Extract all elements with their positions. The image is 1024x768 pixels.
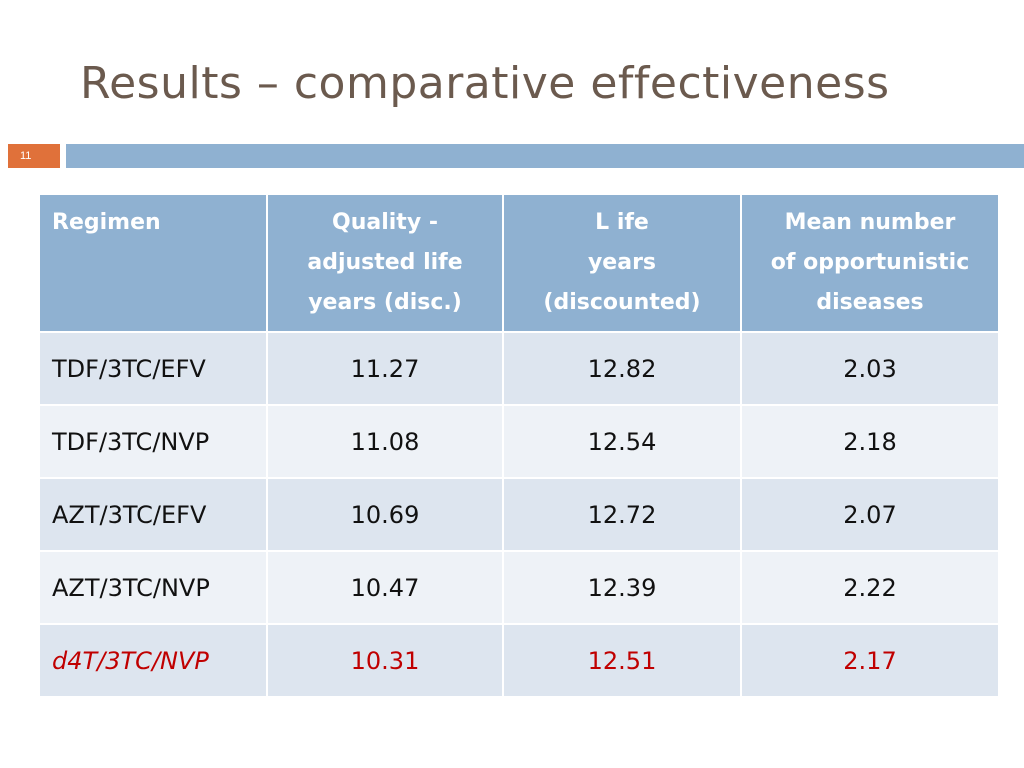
table-row: TDF/3TC/EFV 11.27 12.82 2.03	[38, 331, 1000, 406]
results-table: Regimen Quality - adjusted life years (d…	[38, 193, 1000, 698]
header-oi-line-3: diseases	[816, 290, 924, 315]
life-years-cell: 12.39	[502, 550, 742, 625]
life-years-cell: 12.51	[502, 623, 742, 698]
regimen-cell: TDF/3TC/NVP	[38, 404, 268, 479]
oi-cell: 2.03	[740, 331, 1000, 406]
table-header-row: Regimen Quality - adjusted life years (d…	[38, 193, 1000, 333]
oi-cell: 2.18	[740, 404, 1000, 479]
regimen-cell: AZT/3TC/NVP	[38, 550, 268, 625]
header-qaly-line-1: Quality -	[332, 210, 438, 235]
life-years-cell: 12.54	[502, 404, 742, 479]
header-opportunistic-diseases: Mean number of opportunistic diseases	[740, 193, 1000, 333]
table-row: TDF/3TC/NVP 11.08 12.54 2.18	[38, 404, 1000, 479]
header-qaly: Quality - adjusted life years (disc.)	[266, 193, 504, 333]
life-years-cell: 12.82	[502, 331, 742, 406]
oi-cell: 2.22	[740, 550, 1000, 625]
header-qaly-line-3: years (disc.)	[308, 290, 462, 315]
header-oi-line-2: of opportunistic	[770, 250, 970, 275]
table-row-highlighted: d4T/3TC/NVP 10.31 12.51 2.17	[38, 623, 1000, 698]
qaly-cell: 10.31	[266, 623, 504, 698]
qaly-cell: 10.69	[266, 477, 504, 552]
slide-title: Results – comparative effectiveness	[80, 58, 890, 109]
table-row: AZT/3TC/EFV 10.69 12.72 2.07	[38, 477, 1000, 552]
table-row: AZT/3TC/NVP 10.47 12.39 2.22	[38, 550, 1000, 625]
regimen-cell: TDF/3TC/EFV	[38, 331, 268, 406]
header-life-years-line-2: years	[587, 250, 657, 275]
qaly-cell: 10.47	[266, 550, 504, 625]
regimen-cell: AZT/3TC/EFV	[38, 477, 268, 552]
header-life-years: L ife years (discounted)	[502, 193, 742, 333]
qaly-cell: 11.08	[266, 404, 504, 479]
header-oi-line-1: Mean number	[784, 210, 956, 235]
oi-cell: 2.17	[740, 623, 1000, 698]
header-qaly-line-2: adjusted life	[307, 250, 463, 275]
qaly-cell: 11.27	[266, 331, 504, 406]
slide-number: 11	[8, 144, 60, 168]
regimen-cell: d4T/3TC/NVP	[38, 623, 268, 698]
life-years-cell: 12.72	[502, 477, 742, 552]
header-life-years-line-1: L ife	[595, 210, 649, 235]
header-regimen-line-1: Regimen	[52, 210, 161, 235]
header-life-years-line-3: (discounted)	[543, 290, 701, 315]
header-regimen: Regimen	[38, 193, 268, 333]
header-bar	[66, 144, 1024, 168]
oi-cell: 2.07	[740, 477, 1000, 552]
